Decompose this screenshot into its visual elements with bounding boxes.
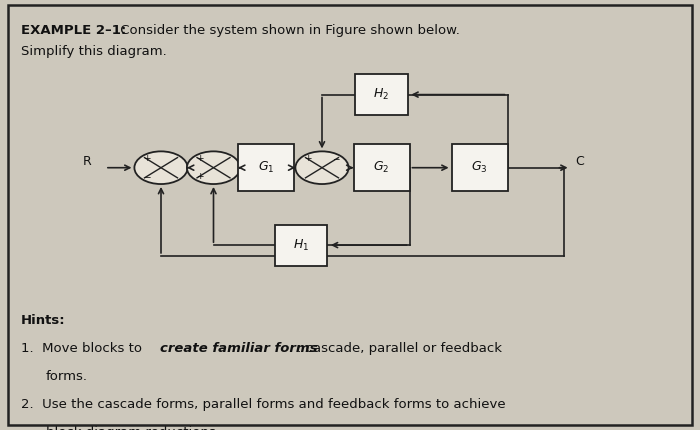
- Bar: [238, 144, 294, 191]
- Circle shape: [295, 151, 349, 184]
- Bar: [356, 74, 407, 115]
- Text: +: +: [196, 172, 204, 181]
- Text: +: +: [304, 154, 312, 163]
- Text: R: R: [83, 155, 91, 168]
- Text: EXAMPLE 2–1:: EXAMPLE 2–1:: [21, 24, 126, 37]
- Text: −: −: [144, 172, 151, 181]
- Text: Simplify this diagram.: Simplify this diagram.: [21, 45, 167, 58]
- Text: $G_2$: $G_2$: [373, 160, 390, 175]
- Text: 1.  Move blocks to: 1. Move blocks to: [21, 342, 146, 355]
- Text: 2.  Use the cascade forms, parallel forms and feedback forms to achieve: 2. Use the cascade forms, parallel forms…: [21, 398, 505, 411]
- Text: C: C: [575, 155, 584, 168]
- Text: $G_3$: $G_3$: [471, 160, 488, 175]
- Text: forms.: forms.: [46, 370, 88, 383]
- Text: Hints:: Hints:: [21, 314, 66, 327]
- Text: Consider the system shown in Figure shown below.: Consider the system shown in Figure show…: [116, 24, 459, 37]
- Text: : cascade, parallel or feedback: : cascade, parallel or feedback: [297, 342, 502, 355]
- Text: $G_1$: $G_1$: [258, 160, 274, 175]
- Text: +: +: [196, 154, 204, 163]
- Text: −: −: [332, 154, 340, 163]
- Text: $H_2$: $H_2$: [374, 87, 389, 102]
- Bar: [274, 224, 328, 265]
- Bar: [354, 144, 410, 191]
- Text: +: +: [144, 154, 151, 163]
- Text: block diagram reductions.: block diagram reductions.: [46, 426, 219, 430]
- Bar: [452, 144, 508, 191]
- Circle shape: [187, 151, 240, 184]
- Text: $H_1$: $H_1$: [293, 237, 309, 253]
- Text: create familiar forms: create familiar forms: [160, 342, 317, 355]
- Circle shape: [134, 151, 188, 184]
